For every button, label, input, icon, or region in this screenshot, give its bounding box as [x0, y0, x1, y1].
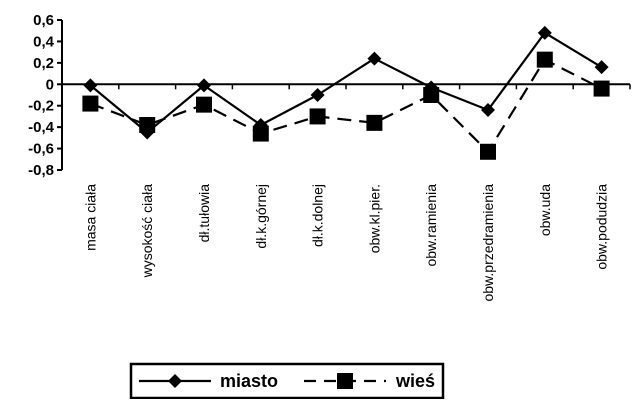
x-tick-label: obw.podudzia	[594, 184, 610, 270]
y-tick-label: 0,2	[33, 55, 54, 72]
legend-label: miasto	[220, 371, 278, 391]
x-tick-label: obw.ramienia	[423, 184, 439, 267]
data-point-1	[139, 117, 156, 133]
data-point-1	[366, 114, 383, 131]
y-tick-label: 0,6	[33, 12, 54, 29]
legend: miasto wieś	[129, 362, 445, 400]
x-axis-ticks: masa ciała wysokość ciała dł.tułowia dł.k.g…	[61, 84, 631, 302]
data-point-0	[537, 25, 552, 40]
y-tick-label: 0,4	[33, 33, 55, 50]
legend-marker	[168, 374, 182, 388]
x-tick-label: wysokość ciała	[139, 184, 155, 279]
y-tick-label: -0,4	[28, 119, 55, 136]
data-point-0	[367, 51, 382, 66]
series-line-1	[90, 58, 603, 153]
x-tick-label: masa ciała	[82, 184, 98, 251]
data-point-0	[197, 78, 211, 93]
x-tick-label: obw.uda	[537, 184, 553, 236]
data-point-1	[536, 51, 553, 68]
x-tick-label: dł.k.górnej	[253, 184, 269, 249]
y-axis-ticks: 0,6 0,4 0,2 0 -0,2 -0,4 -0,6 -0,8	[28, 12, 62, 179]
y-tick-label: -0,8	[28, 162, 54, 179]
data-point-1	[252, 125, 269, 142]
y-tick-label: -0,2	[28, 98, 54, 115]
data-point-0	[594, 60, 609, 75]
y-tick-label: 0	[46, 76, 54, 93]
data-point-1	[480, 143, 496, 160]
x-tick-label: dł.tułowia	[196, 184, 212, 243]
data-point-1	[196, 96, 212, 113]
x-tick-label: obw.przedramienia	[480, 184, 496, 302]
x-tick-label: obw.kl.pier.	[366, 184, 382, 253]
data-point-1	[423, 87, 440, 103]
data-point-0	[310, 88, 325, 102]
data-point-1	[593, 80, 610, 97]
data-point-0	[481, 103, 495, 117]
y-tick-label: -0,6	[28, 141, 54, 158]
data-point-0	[83, 78, 98, 93]
data-point-1	[82, 95, 99, 112]
legend-label: wieś	[395, 371, 435, 391]
series	[82, 25, 610, 160]
data-point-1	[309, 108, 326, 125]
x-tick-label: dł.k.dolnej	[310, 184, 326, 247]
axes	[61, 20, 630, 170]
legend-marker	[337, 373, 353, 389]
series-line-0	[89, 31, 603, 134]
